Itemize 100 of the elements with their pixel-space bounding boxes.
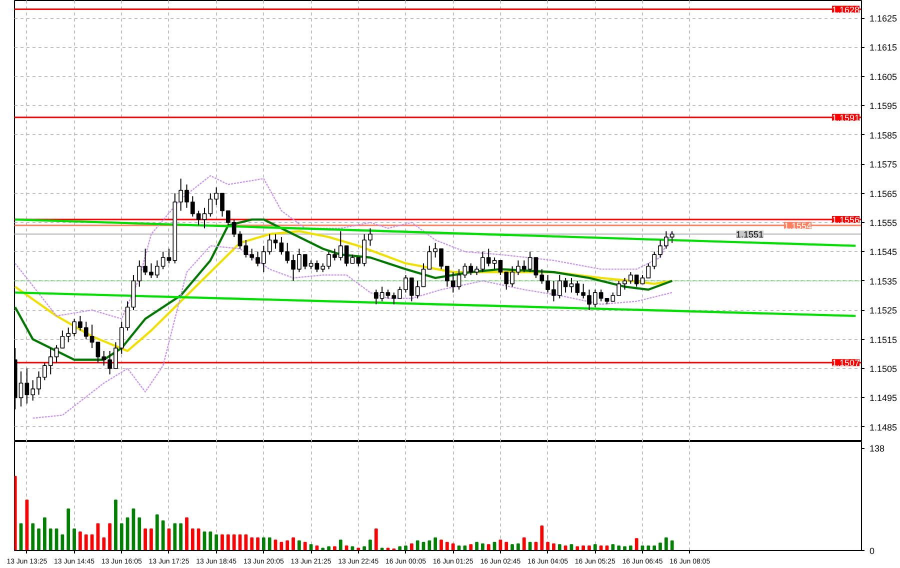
bar [303, 542, 307, 550]
bar [416, 540, 420, 550]
bar [250, 537, 254, 550]
y-tick-label: 1.1535 [870, 276, 898, 286]
bar [298, 540, 301, 550]
bar [522, 537, 526, 550]
bar [410, 543, 414, 550]
bar [634, 538, 638, 550]
bar [232, 534, 236, 550]
bar [374, 528, 378, 550]
bar [327, 546, 330, 550]
bar [652, 546, 656, 550]
bar [114, 500, 118, 550]
bar [558, 544, 562, 550]
y-tick-label: 138 [870, 444, 885, 454]
bar [469, 544, 473, 550]
bar [428, 540, 432, 550]
y-tick-label: 1.1595 [870, 101, 898, 112]
bar [84, 534, 88, 550]
bar [220, 534, 224, 550]
bar [617, 546, 621, 550]
bar [451, 543, 455, 550]
bar [31, 523, 35, 550]
bar [144, 528, 147, 550]
bar [37, 528, 40, 550]
y-tick-label: 1.1565 [870, 188, 898, 199]
bar [150, 528, 153, 550]
bar [588, 546, 591, 550]
bar [338, 540, 342, 550]
bar [48, 528, 52, 550]
bar [540, 526, 544, 550]
bar [611, 544, 615, 550]
y-tick-label: 1.1605 [870, 72, 898, 82]
bar [208, 531, 212, 550]
bar [434, 537, 438, 550]
bar [486, 544, 490, 550]
bar [196, 528, 200, 550]
bar [72, 528, 76, 550]
bar [102, 537, 106, 550]
bar [256, 537, 260, 550]
bar [658, 542, 662, 550]
bar [576, 546, 580, 550]
bar [120, 523, 124, 550]
bar [138, 517, 142, 550]
bar [516, 543, 520, 550]
bar [510, 544, 514, 550]
bar [664, 537, 668, 550]
bar [445, 542, 449, 550]
bar [546, 542, 550, 550]
y-tick-label: 0 [870, 546, 875, 556]
bar [214, 534, 218, 550]
y-tick-label: 1.1515 [870, 334, 898, 345]
y-tick-label: 1.1485 [870, 422, 898, 432]
y-tick-label: 1.1495 [870, 393, 898, 404]
y-tick-label: 1.1545 [870, 247, 898, 258]
bar [398, 546, 402, 550]
bar [262, 537, 266, 550]
bar [552, 543, 556, 550]
bar [155, 514, 159, 550]
bar [268, 537, 272, 550]
candlestick [54, 344, 59, 364]
ref-line-label: 1.1628 [832, 4, 860, 15]
ref-line-label: 1.1551 [736, 230, 764, 240]
line-series [32, 245, 673, 419]
line-series [14, 175, 673, 320]
bar [185, 517, 188, 550]
bar [286, 540, 290, 550]
bar [623, 546, 626, 550]
bar [108, 523, 112, 550]
bar [292, 537, 295, 550]
bar [362, 546, 366, 550]
candlestick [208, 192, 213, 218]
bar [463, 546, 467, 550]
y-tick-label: 1.1615 [870, 42, 898, 53]
bar [440, 540, 443, 550]
y-tick-label: 1.1505 [870, 364, 898, 374]
bar [333, 546, 336, 550]
y-tick-label: 1.1555 [870, 218, 898, 228]
ref-line-label: 1.1556 [832, 215, 860, 226]
bar [244, 534, 248, 550]
bar [475, 542, 478, 550]
ref-line-label: 1.1507 [832, 358, 860, 368]
bar [226, 534, 230, 550]
y-tick-label: 1.1525 [870, 306, 898, 316]
ref-line-label: 1.1591 [832, 112, 860, 123]
y-tick-label: 1.1585 [870, 130, 898, 140]
bar [670, 540, 674, 550]
bar [646, 546, 650, 550]
bar [404, 546, 408, 550]
bar [593, 544, 597, 550]
bar [66, 508, 70, 550]
bar [599, 546, 603, 550]
bar [628, 546, 632, 550]
bar [43, 517, 46, 550]
bar [190, 528, 194, 550]
y-tick-label: 1.1575 [870, 160, 898, 170]
bar [582, 546, 585, 550]
ref-line-label: 1.1554 [784, 220, 812, 231]
bar [78, 531, 82, 550]
bar [173, 523, 177, 550]
